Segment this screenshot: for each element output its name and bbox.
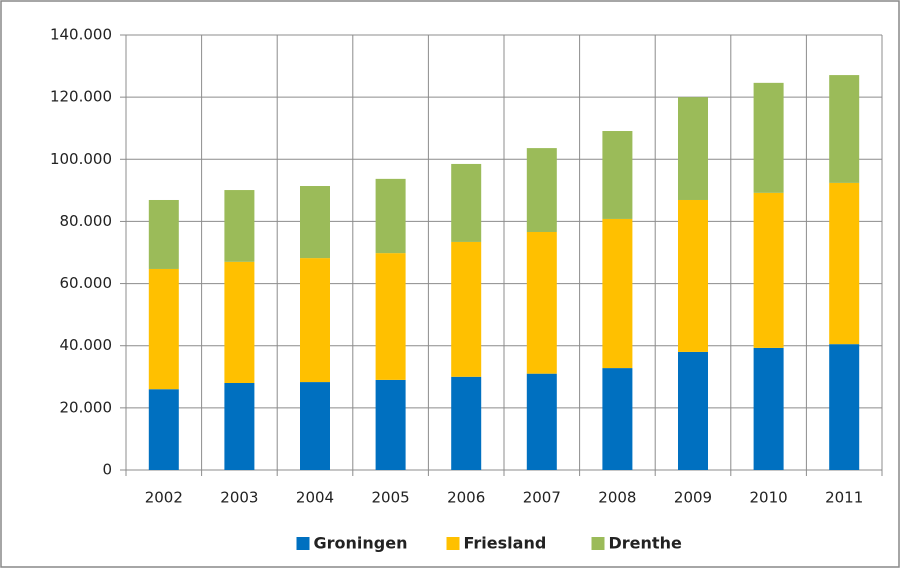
y-tick-label: 100.000 [50,150,112,168]
bar-segment [526,373,557,470]
bar-segment [678,97,708,200]
y-tick-label: 120.000 [50,88,112,106]
bar-segment [829,344,860,470]
bar-segment [224,190,255,262]
x-tick-label: 2002 [145,489,183,507]
bar-segment [829,182,860,345]
x-tick-label: 2004 [296,489,334,507]
legend-swatch [446,537,460,550]
bar-segment [224,383,255,470]
bar-segment [753,82,784,193]
y-tick-label: 60.000 [60,274,113,292]
bar-segment [526,231,557,374]
bar-segment [678,199,708,352]
bar-segment [300,258,330,383]
bar-segment [753,192,784,348]
bar-segment [602,131,633,219]
bar-segment [753,347,784,470]
bar-segment [602,368,633,470]
legend-label: Friesland [464,534,547,553]
bar-segment [300,382,330,470]
bar-segment [602,218,633,369]
legend-label: Groningen [314,534,408,553]
y-tick-label: 20.000 [60,398,113,416]
x-tick-label: 2009 [674,489,712,507]
x-tick-label: 2007 [523,489,561,507]
bar-segment [148,389,179,470]
bar-segment [375,379,406,470]
bar-segment [224,261,255,383]
bar-segment [375,253,406,380]
x-tick-label: 2006 [447,489,485,507]
x-tick-label: 2010 [750,489,788,507]
legend-label: Drenthe [609,534,682,553]
bar-segment [451,163,482,242]
bar-segment [451,241,482,377]
bar-segment [526,148,557,232]
y-tick-label: 0 [102,461,112,479]
x-tick-label: 2008 [598,489,636,507]
bar-segment [300,186,330,259]
bar-segment [451,376,482,470]
legend-swatch [296,537,310,550]
y-tick-label: 80.000 [60,212,113,230]
y-tick-label: 40.000 [60,336,113,354]
y-tick-label: 140.000 [50,26,112,44]
bar-segment [148,199,179,269]
bar-segment [148,268,179,390]
x-tick-label: 2003 [220,489,258,507]
legend-swatch [591,537,605,550]
x-tick-label: 2005 [372,489,410,507]
bar-segment [678,351,708,470]
legend: Groningen Friesland Drenthe [296,534,682,553]
x-tick-label: 2011 [825,489,863,507]
bar-segment [829,75,860,183]
bar-segment [375,178,406,254]
